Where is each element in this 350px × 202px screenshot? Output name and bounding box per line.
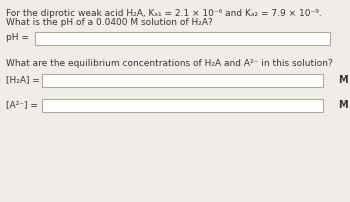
FancyBboxPatch shape (35, 32, 330, 44)
FancyBboxPatch shape (42, 99, 323, 112)
Text: What is the pH of a 0.0400 M solution of H₂A?: What is the pH of a 0.0400 M solution of… (6, 18, 213, 27)
Text: pH =: pH = (6, 34, 29, 42)
Text: M: M (338, 75, 348, 85)
Text: [H₂A] =: [H₂A] = (6, 76, 40, 84)
Text: What are the equilibrium concentrations of H₂A and A²⁻ in this solution?: What are the equilibrium concentrations … (6, 59, 333, 68)
Text: [A²⁻] =: [A²⁻] = (6, 101, 38, 109)
Text: For the diprotic weak acid H₂A, Kₐ₁ = 2.1 × 10⁻⁶ and Kₐ₂ = 7.9 × 10⁻⁹.: For the diprotic weak acid H₂A, Kₐ₁ = 2.… (6, 9, 322, 18)
FancyBboxPatch shape (42, 74, 323, 86)
Text: M: M (338, 100, 348, 110)
